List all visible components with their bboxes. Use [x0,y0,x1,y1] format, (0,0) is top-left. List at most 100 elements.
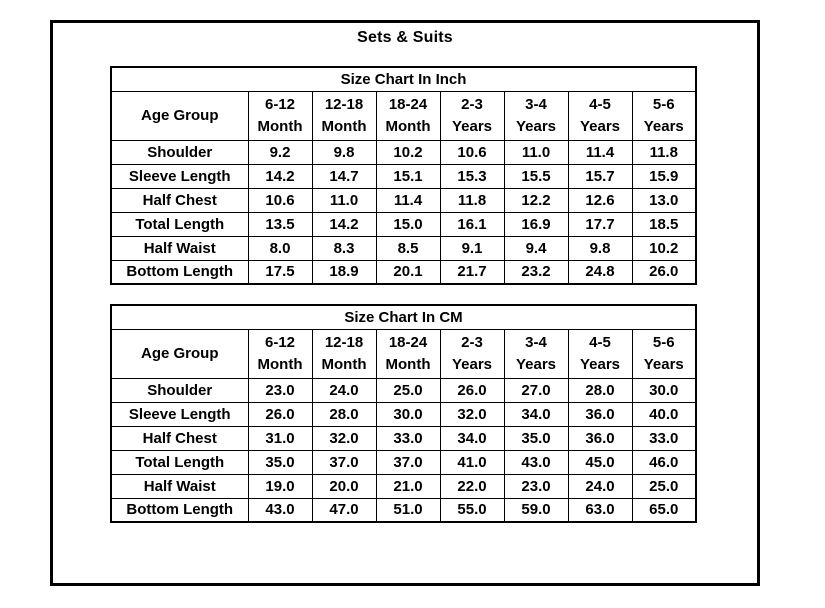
measurement-value: 12.2 [503,187,569,213]
measurement-value: 16.1 [439,211,505,237]
measurement-value: 24.0 [311,377,377,403]
measurement-value: 43.0 [503,449,569,475]
measurement-label: Shoulder [110,377,249,403]
age-column-header: 4-5 Years [567,328,633,379]
measurement-value: 28.0 [567,377,633,403]
measurement-value: 15.7 [567,163,633,189]
measurement-value: 40.0 [631,401,697,427]
measurement-value: 43.0 [247,497,313,523]
age-group-header: Age Group [110,328,249,379]
measurement-value: 12.6 [567,187,633,213]
measurement-value: 23.0 [503,473,569,499]
measurement-value: 16.9 [503,211,569,237]
measurement-value: 33.0 [631,425,697,451]
measurement-label: Half Chest [110,425,249,451]
measurement-value: 23.0 [247,377,313,403]
measurement-value: 26.0 [247,401,313,427]
measurement-value: 9.4 [503,235,569,261]
measurement-value: 27.0 [503,377,569,403]
measurement-value: 30.0 [631,377,697,403]
table-row: Shoulder 23.0 24.0 25.0 26.0 27.0 28.0 30.0 [110,377,697,403]
measurement-value: 9.8 [567,235,633,261]
measurement-value: 8.0 [247,235,313,261]
measurement-value: 23.2 [503,259,569,285]
age-column-header: 3-4 Years [503,328,569,379]
measurement-value: 11.4 [567,139,633,165]
measurement-value: 65.0 [631,497,697,523]
age-column-header: 5-6 Years [631,328,697,379]
measurement-value: 24.8 [567,259,633,285]
measurement-value: 32.0 [439,401,505,427]
measurement-value: 20.1 [375,259,441,285]
measurement-value: 36.0 [567,425,633,451]
age-column-header: 12-18 Month [311,90,377,141]
age-column-header: 2-3 Years [439,90,505,141]
table-row: Sleeve Length 26.0 28.0 30.0 32.0 34.0 36.0 40.… [110,401,697,427]
age-column-header: 2-3 Years [439,328,505,379]
measurement-value: 35.0 [247,449,313,475]
measurement-value: 36.0 [567,401,633,427]
age-column-header: 4-5 Years [567,90,633,141]
measurement-value: 24.0 [567,473,633,499]
measurement-value: 55.0 [439,497,505,523]
age-column-header: 12-18 Month [311,328,377,379]
measurement-value: 9.1 [439,235,505,261]
measurement-label: Total Length [110,449,249,475]
table-row: Half Chest 10.6 11.0 11.4 11.8 12.2 12.6 13.0 [110,187,697,213]
table-row: Total Length 13.5 14.2 15.0 16.1 16.9 17.7 18.5 [110,211,697,237]
table-row: Shoulder 9.2 9.8 10.2 10.6 11.0 11.4 11.8 [110,139,697,165]
outer-frame: Sets & Suits Size Chart In Inch Age Group… [50,20,760,586]
measurement-value: 25.0 [631,473,697,499]
measurement-value: 11.8 [631,139,697,165]
measurement-value: 45.0 [567,449,633,475]
measurement-value: 47.0 [311,497,377,523]
measurement-value: 11.0 [311,187,377,213]
measurement-value: 26.0 [439,377,505,403]
measurement-label: Bottom Length [110,497,249,523]
measurement-label: Sleeve Length [110,163,249,189]
measurement-value: 28.0 [311,401,377,427]
table-row: Half Waist 8.0 8.3 8.5 9.1 9.4 9.8 10.2 [110,235,697,261]
measurement-value: 41.0 [439,449,505,475]
table-row: Bottom Length 43.0 47.0 51.0 55.0 59.0 63.0 65.… [110,497,697,523]
size-chart-cm-table: Size Chart In CM Age Group 6-12 Month 12-18 M… [110,304,697,523]
measurement-value: 9.2 [247,139,313,165]
age-column-header: 5-6 Years [631,90,697,141]
measurement-value: 51.0 [375,497,441,523]
measurement-value: 35.0 [503,425,569,451]
age-column-header: 3-4 Years [503,90,569,141]
measurement-value: 37.0 [375,449,441,475]
measurement-value: 8.5 [375,235,441,261]
measurement-value: 11.0 [503,139,569,165]
measurement-value: 25.0 [375,377,441,403]
measurement-value: 11.4 [375,187,441,213]
measurement-label: Sleeve Length [110,401,249,427]
measurement-value: 15.9 [631,163,697,189]
measurement-label: Total Length [110,211,249,237]
measurement-value: 22.0 [439,473,505,499]
age-column-header: 18-24 Month [375,328,441,379]
measurement-value: 17.5 [247,259,313,285]
age-column-header: 6-12 Month [247,328,313,379]
measurement-value: 59.0 [503,497,569,523]
measurement-value: 26.0 [631,259,697,285]
measurement-value: 21.0 [375,473,441,499]
measurement-value: 33.0 [375,425,441,451]
measurement-label: Half Chest [110,187,249,213]
table-row: Bottom Length 17.5 18.9 20.1 21.7 23.2 24.8 26.… [110,259,697,285]
measurement-value: 17.7 [567,211,633,237]
age-column-header: 6-12 Month [247,90,313,141]
table-row: Half Chest 31.0 32.0 33.0 34.0 35.0 36.0 33.0 [110,425,697,451]
measurement-value: 32.0 [311,425,377,451]
measurement-label: Half Waist [110,473,249,499]
measurement-value: 15.5 [503,163,569,189]
measurement-value: 9.8 [311,139,377,165]
measurement-value: 37.0 [311,449,377,475]
table-row: Half Waist 19.0 20.0 21.0 22.0 23.0 24.0 25.0 [110,473,697,499]
measurement-value: 63.0 [567,497,633,523]
measurement-value: 18.5 [631,211,697,237]
measurement-label: Shoulder [110,139,249,165]
size-chart-inch-table: Size Chart In Inch Age Group 6-12 Month 12-1… [110,66,697,285]
measurement-label: Half Waist [110,235,249,261]
